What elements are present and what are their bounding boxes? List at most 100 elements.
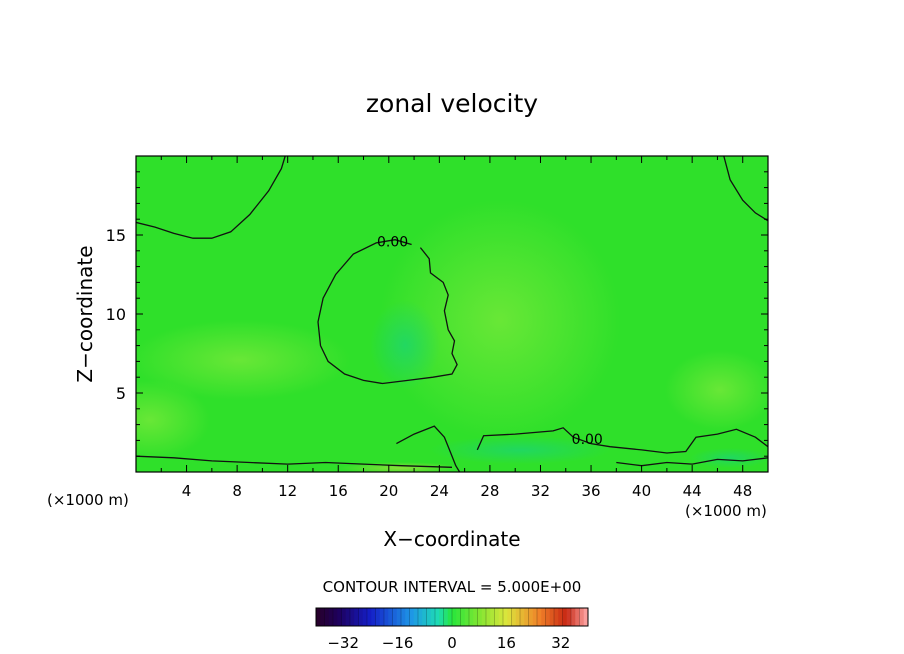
colorbar-swatch xyxy=(426,608,432,626)
colorbar-swatch xyxy=(430,608,436,626)
axis-ticks xyxy=(136,156,768,472)
colorbar-swatch xyxy=(558,608,563,626)
colorbar-swatch xyxy=(354,608,359,626)
colorbar-swatch xyxy=(337,608,342,626)
x-tick-label: 8 xyxy=(232,482,242,500)
colorbar-swatch xyxy=(379,608,385,626)
colorbar-swatch xyxy=(435,608,440,626)
colorbar-swatch xyxy=(507,608,512,626)
contour-line xyxy=(723,156,768,222)
x-tick-label: 40 xyxy=(632,482,651,500)
colorbar-swatch xyxy=(583,608,589,626)
colorbar-swatch xyxy=(554,608,559,626)
contour-interval-label: CONTOUR INTERVAL = 5.000E+00 xyxy=(323,578,582,596)
colorbar-swatch xyxy=(358,608,364,626)
colorbar-swatch xyxy=(460,608,466,626)
colorbar-swatch xyxy=(443,608,449,626)
colorbar-tick-labels: −32 −16 0 16 32 xyxy=(327,634,570,652)
colorbar-tick-label: −32 xyxy=(327,634,359,652)
colorbar-swatch xyxy=(490,608,495,626)
contour-line xyxy=(136,156,286,239)
colorbar-swatch xyxy=(532,608,538,626)
colorbar-swatch xyxy=(528,608,534,626)
colorbar-swatch xyxy=(452,608,457,626)
colorbar-swatch xyxy=(469,608,474,626)
x-tick-label: 16 xyxy=(329,482,348,500)
colorbar-swatch xyxy=(375,608,381,626)
x-tick-label: 28 xyxy=(480,482,499,500)
contour-line xyxy=(317,239,458,385)
x-axis-label: X−coordinate xyxy=(383,527,520,551)
colorbar-swatch xyxy=(333,608,338,626)
colorbar-swatch xyxy=(562,608,568,626)
colorbar-swatch xyxy=(401,608,406,626)
x-tick-labels: 4 8 12 16 20 24 28 32 36 40 44 48 xyxy=(182,482,752,500)
contour-label: 0.00 xyxy=(572,432,603,448)
y-tick-label: 15 xyxy=(106,226,126,245)
colorbar-swatch xyxy=(477,608,483,626)
heatmap-field xyxy=(136,156,768,472)
colorbar-swatch xyxy=(388,608,393,626)
y-tick-label: 10 xyxy=(106,305,126,324)
colorbar-swatch xyxy=(503,608,508,626)
colorbar-swatch xyxy=(367,608,372,626)
colorbar-tick-label: 32 xyxy=(551,634,570,652)
x-tick-label: 32 xyxy=(531,482,550,500)
colorbar-swatch xyxy=(515,608,521,626)
colorbar-swatch xyxy=(418,608,423,626)
colorbar xyxy=(315,607,589,627)
colorbar-swatch xyxy=(324,608,330,626)
x-tick-label: 4 xyxy=(182,482,192,500)
colorbar-swatch xyxy=(494,608,500,626)
colorbar-swatch xyxy=(320,608,325,626)
x-unit-right: (×1000 m) xyxy=(685,502,767,520)
colorbar-swatch xyxy=(566,608,572,626)
colorbar-swatch xyxy=(520,608,525,626)
x-tick-label: 44 xyxy=(683,482,702,500)
contour-label: 0.00 xyxy=(377,234,408,250)
colorbar-swatch xyxy=(524,608,529,626)
colorbar-swatch xyxy=(447,608,453,626)
colorbar-swatch xyxy=(575,608,580,626)
colorbar-swatch xyxy=(341,608,347,626)
colorbar-tick-label: 0 xyxy=(447,634,457,652)
x-tick-label: 36 xyxy=(581,482,600,500)
colorbar-swatch xyxy=(486,608,491,626)
x-tick-label: 12 xyxy=(278,482,297,500)
colorbar-swatch xyxy=(537,608,542,626)
colorbar-swatch xyxy=(316,608,321,626)
contour-line xyxy=(396,425,461,472)
colorbar-tick-label: 16 xyxy=(497,634,516,652)
y-tick-label: 5 xyxy=(116,384,126,403)
colorbar-swatch xyxy=(362,608,368,626)
colorbar-swatch xyxy=(396,608,402,626)
colorbar-tick-label: −16 xyxy=(382,634,414,652)
y-axis-label: Z−coordinate xyxy=(73,245,97,382)
contour-labels: 0.00 0.00 xyxy=(377,234,603,448)
colorbar-swatch xyxy=(545,608,551,626)
colorbar-swatch xyxy=(384,608,389,626)
colorbar-swatch xyxy=(422,608,427,626)
colorbar-swatch xyxy=(481,608,487,626)
chart-title: zonal velocity xyxy=(366,89,538,118)
colorbar-swatch xyxy=(405,608,410,626)
colorbar-swatch xyxy=(392,608,398,626)
colorbar-swatch xyxy=(439,608,444,626)
colorbar-swatch xyxy=(541,608,546,626)
colorbar-swatch xyxy=(371,608,376,626)
colorbar-swatch xyxy=(579,608,585,626)
x-tick-label: 48 xyxy=(733,482,752,500)
colorbar-swatch xyxy=(464,608,470,626)
colorbar-swatch xyxy=(409,608,415,626)
colorbar-swatch xyxy=(511,608,517,626)
colorbar-swatch xyxy=(549,608,555,626)
x-unit-left: (×1000 m) xyxy=(47,491,129,509)
colorbar-swatch xyxy=(328,608,334,626)
colorbar-swatch xyxy=(413,608,419,626)
x-tick-label: 24 xyxy=(430,482,449,500)
colorbar-swatch xyxy=(498,608,504,626)
colorbar-swatch xyxy=(456,608,461,626)
colorbar-swatch xyxy=(571,608,576,626)
colorbar-swatch xyxy=(350,608,355,626)
